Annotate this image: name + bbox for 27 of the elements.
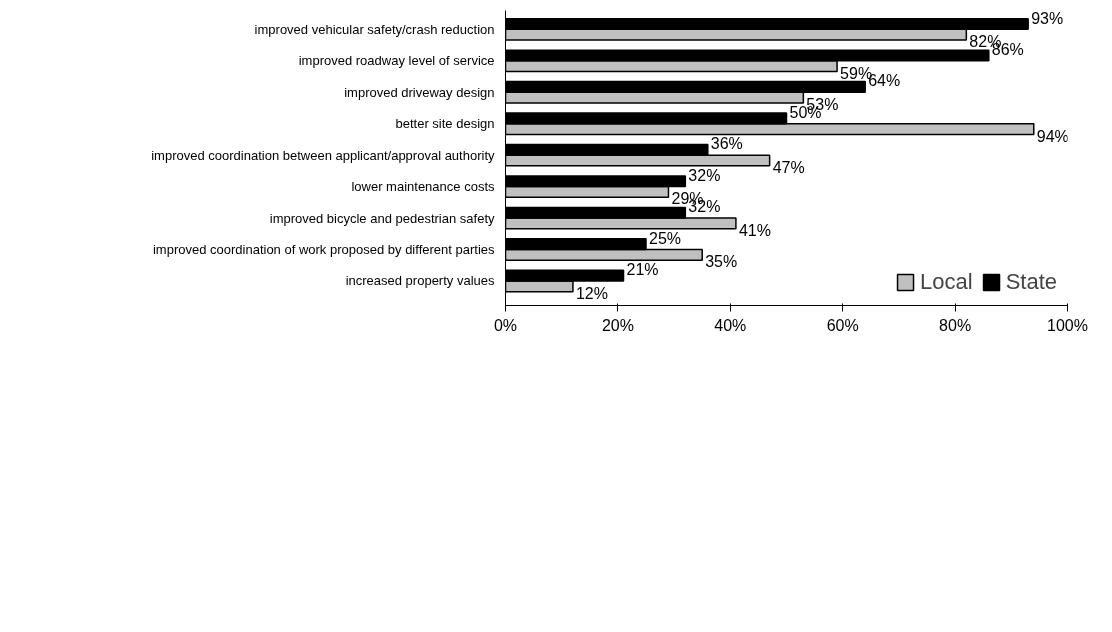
data-label: 94% (1036, 127, 1069, 145)
y-tick-label: lower maintenance costs (351, 179, 495, 195)
y-tick-label: improved driveway design (344, 84, 495, 100)
legend-label: State (1005, 269, 1057, 295)
data-label: 47% (772, 159, 805, 177)
y-tick-label: improved coordination of work proposed by different parties (152, 242, 495, 258)
data-label: 93% (1031, 9, 1064, 27)
y-tick-label: increased property values (345, 273, 495, 289)
data-label: 41% (738, 221, 771, 239)
y-tick-label: better site design (395, 116, 495, 132)
y-tick-label: improved coordination between applicant/approval authority (151, 147, 495, 163)
x-tick-label: 100% (1047, 316, 1088, 334)
data-label: 36% (710, 135, 743, 153)
legend-label: Local (920, 269, 973, 295)
x-tick-label: 80% (939, 316, 972, 334)
data-label: 12% (575, 284, 608, 302)
x-tick-label: 20% (601, 316, 634, 334)
y-tick-label: improved bicycle and pedestrian safety (269, 210, 495, 226)
data-label: 32% (688, 166, 721, 184)
x-tick-label: 60% (826, 316, 859, 334)
y-tick-label: improved roadway level of service (298, 53, 495, 69)
data-label: 21% (626, 261, 659, 279)
x-tick-label: 40% (714, 316, 747, 334)
data-label: 25% (649, 229, 682, 247)
y-tick-label: improved vehicular safety/crash reduction (254, 21, 495, 37)
x-tick-label: 0% (493, 316, 518, 334)
data-label: 35% (705, 253, 738, 271)
